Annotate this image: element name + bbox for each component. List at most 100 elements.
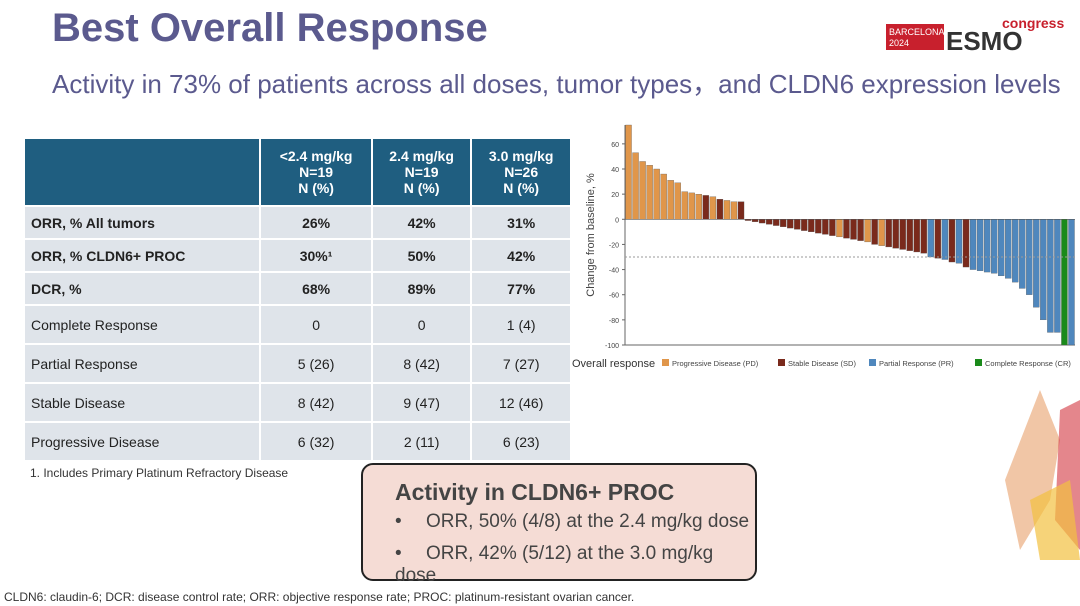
bar [843, 219, 850, 239]
callout: Activity in CLDN6+ PROC • ORR, 50% (4/8)… [361, 463, 757, 586]
bar [948, 219, 956, 263]
legend-label: Complete Response (CR) [985, 359, 1071, 368]
legend-label: Progressive Disease (PD) [672, 359, 759, 368]
bullet-dot: • [395, 511, 426, 532]
header-cell: 3.0 mg/kg N=26 N (%) [470, 139, 570, 205]
y-tick-label: 40 [611, 167, 619, 174]
row-label: ORR, % All tumors [25, 207, 260, 238]
bar [892, 219, 899, 249]
bar [941, 219, 949, 260]
bar [899, 219, 906, 250]
bar [822, 219, 829, 235]
cell: 50% [370, 240, 471, 271]
bar [962, 219, 970, 268]
row-label: Partial Response [25, 345, 260, 382]
y-tick-label: -80 [609, 318, 619, 325]
header-line: 2.4 mg/kg [389, 148, 454, 164]
legend-swatch [662, 359, 669, 366]
legend-swatch [869, 359, 876, 366]
header-line: N (%) [298, 180, 334, 196]
header-cell [25, 139, 260, 205]
cell: 77% [470, 273, 570, 304]
header-line: <2.4 mg/kg [279, 148, 353, 164]
logo-suffix: congress [1002, 15, 1064, 31]
cell: 5 (26) [259, 345, 371, 382]
cell: 89% [370, 273, 471, 304]
cell: 42% [370, 207, 471, 238]
decoration [1005, 390, 1080, 560]
bar [730, 201, 738, 220]
logo: BARCELONA 2024 ESMO congress [886, 15, 1064, 54]
cell: 26% [259, 207, 371, 238]
bullet: • ORR, 50% (4/8) at the 2.4 mg/kg dose [395, 511, 749, 533]
row-label: Complete Response [25, 306, 260, 343]
results-table: <2.4 mg/kg N=19 N (%) 2.4 mg/kg N=19 N (%) 3.0… [25, 137, 570, 462]
y-tick-label: 0 [615, 217, 619, 224]
bullet-text: ORR, 42% (5/12) at the 3.0 mg/kg dose [395, 543, 714, 586]
callout-title: Activity in CLDN6+ PROC [395, 479, 675, 505]
abbreviations: CLDN6: claudin-6; DCR: disease control r… [4, 590, 635, 604]
cell: 12 (46) [470, 384, 570, 421]
bar [1061, 219, 1068, 346]
bar [885, 219, 892, 248]
bar [864, 219, 871, 243]
bar [653, 168, 660, 220]
bar [674, 182, 681, 220]
bar [646, 165, 653, 220]
bar [934, 219, 942, 259]
bar [632, 152, 639, 220]
bar [1019, 219, 1026, 289]
bar [688, 192, 695, 220]
bar [906, 219, 913, 251]
table-row: Complete Response 0 0 1 (4) [25, 306, 570, 343]
header-line: N=19 [299, 164, 334, 180]
bar [794, 219, 801, 230]
legend-label: Stable Disease (SD) [788, 359, 856, 368]
table-row: ORR, % All tumors 26% 42% 31% [25, 207, 570, 238]
bar [773, 219, 780, 226]
legend-swatch [778, 359, 785, 366]
bar [695, 193, 702, 220]
bar [667, 180, 674, 220]
row-label: Progressive Disease [25, 423, 260, 460]
table-row: Stable Disease 8 (42) 9 (47) 12 (46) [25, 384, 570, 421]
bar [871, 219, 878, 245]
table-row: DCR, % 68% 89% 77% [25, 273, 570, 304]
cell: 8 (42) [370, 345, 471, 382]
row-label: DCR, % [25, 273, 260, 304]
bar [1054, 219, 1061, 333]
bar [913, 219, 920, 253]
logo-year: 2024 [889, 38, 909, 48]
legend-swatch [975, 359, 982, 366]
cell: 6 (32) [259, 423, 371, 460]
bar [660, 173, 667, 220]
bar [1033, 219, 1040, 308]
bar [787, 219, 794, 229]
bar [990, 219, 998, 274]
logo-badge [886, 24, 944, 50]
cell: 8 (42) [259, 384, 371, 421]
bar [1047, 219, 1054, 333]
bar [878, 219, 885, 246]
bullet-dot: • [395, 543, 426, 564]
bar [920, 219, 927, 254]
bullet: • ORR, 42% (5/12) at the 3.0 mg/kg dose [395, 543, 755, 587]
cell: 31% [470, 207, 570, 238]
table-row: Partial Response 5 (26) 8 (42) 7 (27) [25, 345, 570, 382]
bar [927, 219, 935, 258]
cell: 9 (47) [370, 384, 471, 421]
y-tick-label: 20 [611, 192, 619, 199]
cell: 0 [259, 306, 371, 343]
waterfall-chart: 60 40 20 0 -20 -40 -60 -80 -100 Change from basel… [572, 124, 1075, 370]
cell: 1 (4) [470, 306, 570, 343]
bar [969, 219, 977, 270]
logo-brand: ESMO [946, 26, 1023, 54]
y-tick-label: -60 [609, 293, 619, 300]
cell: 0 [370, 306, 471, 343]
bar [716, 199, 724, 220]
legend-label: Partial Response (PR) [879, 359, 954, 368]
bar [829, 219, 836, 236]
bar [780, 219, 787, 227]
bar [998, 219, 1005, 277]
